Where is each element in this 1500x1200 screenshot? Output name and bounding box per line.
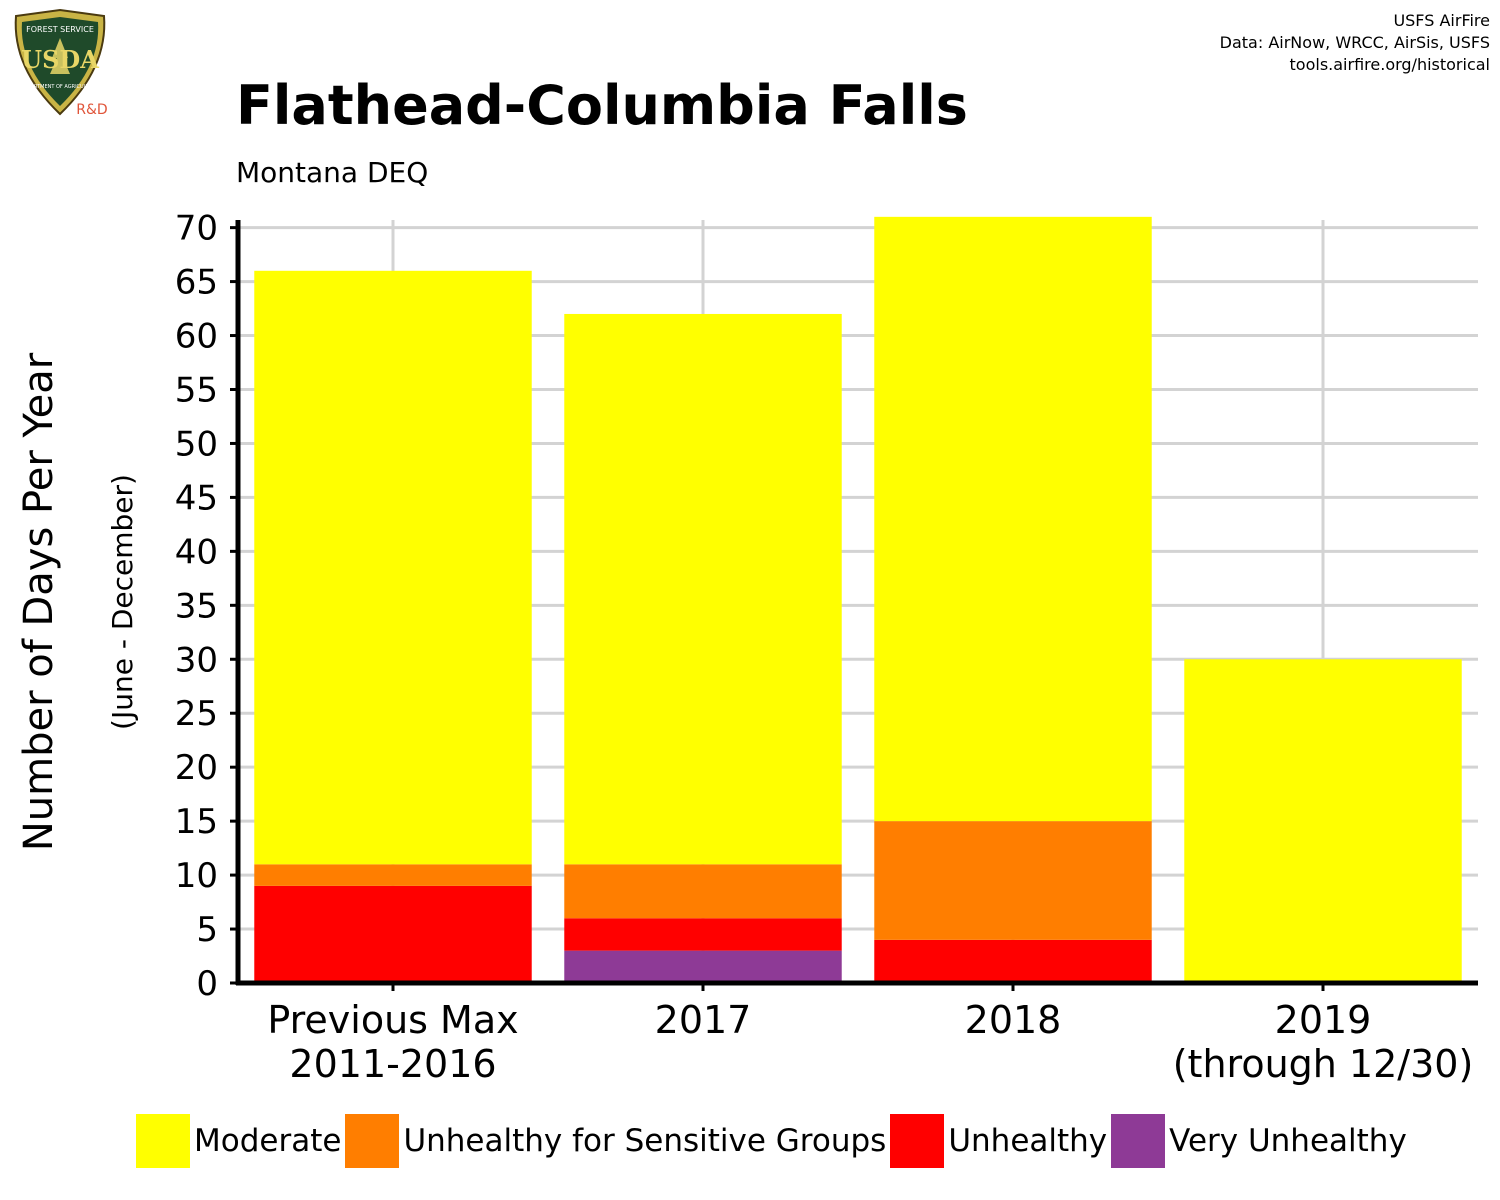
y-tick-label: 35 <box>175 586 218 626</box>
bar-segment-unhealthy <box>874 939 1152 983</box>
credits: USFS AirFire Data: AirNow, WRCC, AirSis,… <box>1220 10 1490 76</box>
y-tick-label: 50 <box>175 424 218 464</box>
y-tick-label: 60 <box>175 317 218 357</box>
legend-item-moderate: Moderate <box>136 1113 345 1168</box>
legend-label: Very Unhealthy <box>1169 1122 1407 1159</box>
legend-item-very-unhealthy: Very Unhealthy <box>1111 1113 1411 1168</box>
x-tick-label: 2019 <box>1275 998 1372 1042</box>
bar-segment-unhealthy-for-sensitive-groups <box>564 864 842 919</box>
bar-segment-moderate <box>1184 659 1462 983</box>
bar-segment-unhealthy <box>254 885 532 983</box>
legend-label: Moderate <box>194 1122 342 1159</box>
y-tick-label: 5 <box>196 910 218 950</box>
x-tick-label: Previous Max <box>267 998 518 1042</box>
bar-segment-moderate <box>874 216 1152 822</box>
y-tick-label: 40 <box>175 532 218 572</box>
credit-line: USFS AirFire <box>1393 11 1490 30</box>
bar-segment-moderate <box>254 270 532 865</box>
legend-item-usg: Unhealthy for Sensitive Groups <box>345 1113 890 1168</box>
y-tick-label: 0 <box>196 964 218 1004</box>
chart-title: Flathead-Columbia Falls <box>236 74 968 137</box>
legend-label: Unhealthy for Sensitive Groups <box>403 1122 887 1159</box>
logo-top-text: FOREST SERVICE <box>26 25 94 34</box>
bar-segment-unhealthy-for-sensitive-groups <box>874 821 1152 940</box>
x-tick-label: (through 12/30) <box>1173 1042 1474 1086</box>
y-axis-subtitle: (June - December) <box>106 474 139 730</box>
x-tick-label: 2011-2016 <box>289 1042 496 1086</box>
forest-service-logo: FOREST SERVICE USDA DEPARTMENT OF AGRICU… <box>8 8 112 120</box>
legend-swatch-moderate <box>136 1113 190 1168</box>
bar-segment-very-unhealthy <box>564 950 842 983</box>
y-tick-label: 30 <box>175 640 218 680</box>
logo-rd-badge: R&D <box>76 102 107 118</box>
chart-subtitle: Montana DEQ <box>236 156 429 189</box>
legend-label: Unhealthy <box>948 1122 1108 1159</box>
bar-segment-unhealthy-for-sensitive-groups <box>254 864 532 886</box>
y-tick-label: 10 <box>175 856 218 896</box>
legend-swatch-unhealthy <box>890 1113 945 1168</box>
logo-bottom-text: DEPARTMENT OF AGRICULTURE <box>21 84 99 90</box>
legend-swatch-usg <box>345 1113 400 1168</box>
credit-line: tools.airfire.org/historical <box>1289 55 1490 74</box>
y-tick-label: 45 <box>175 478 218 518</box>
y-tick-label: 55 <box>175 370 218 410</box>
legend-swatch-very-unhealthy <box>1111 1113 1166 1168</box>
credit-line: Data: AirNow, WRCC, AirSis, USFS <box>1219 33 1490 52</box>
y-tick-label: 25 <box>175 694 218 734</box>
x-tick-label: 2018 <box>965 998 1062 1042</box>
y-axis-title: Number of Days Per Year <box>16 352 62 851</box>
y-tick-label: 20 <box>175 748 218 788</box>
y-tick-label: 15 <box>175 802 218 842</box>
y-tick-label: 65 <box>175 263 218 303</box>
bar-segment-unhealthy <box>564 918 842 951</box>
legend-item-unhealthy: Unhealthy <box>890 1113 1111 1168</box>
tree-icon <box>50 38 70 74</box>
y-tick-label: 70 <box>175 209 218 249</box>
bar-segment-moderate <box>564 313 842 865</box>
x-tick-label: 2017 <box>655 998 752 1042</box>
legend: Moderate Unhealthy for Sensitive Groups … <box>136 1113 1411 1168</box>
